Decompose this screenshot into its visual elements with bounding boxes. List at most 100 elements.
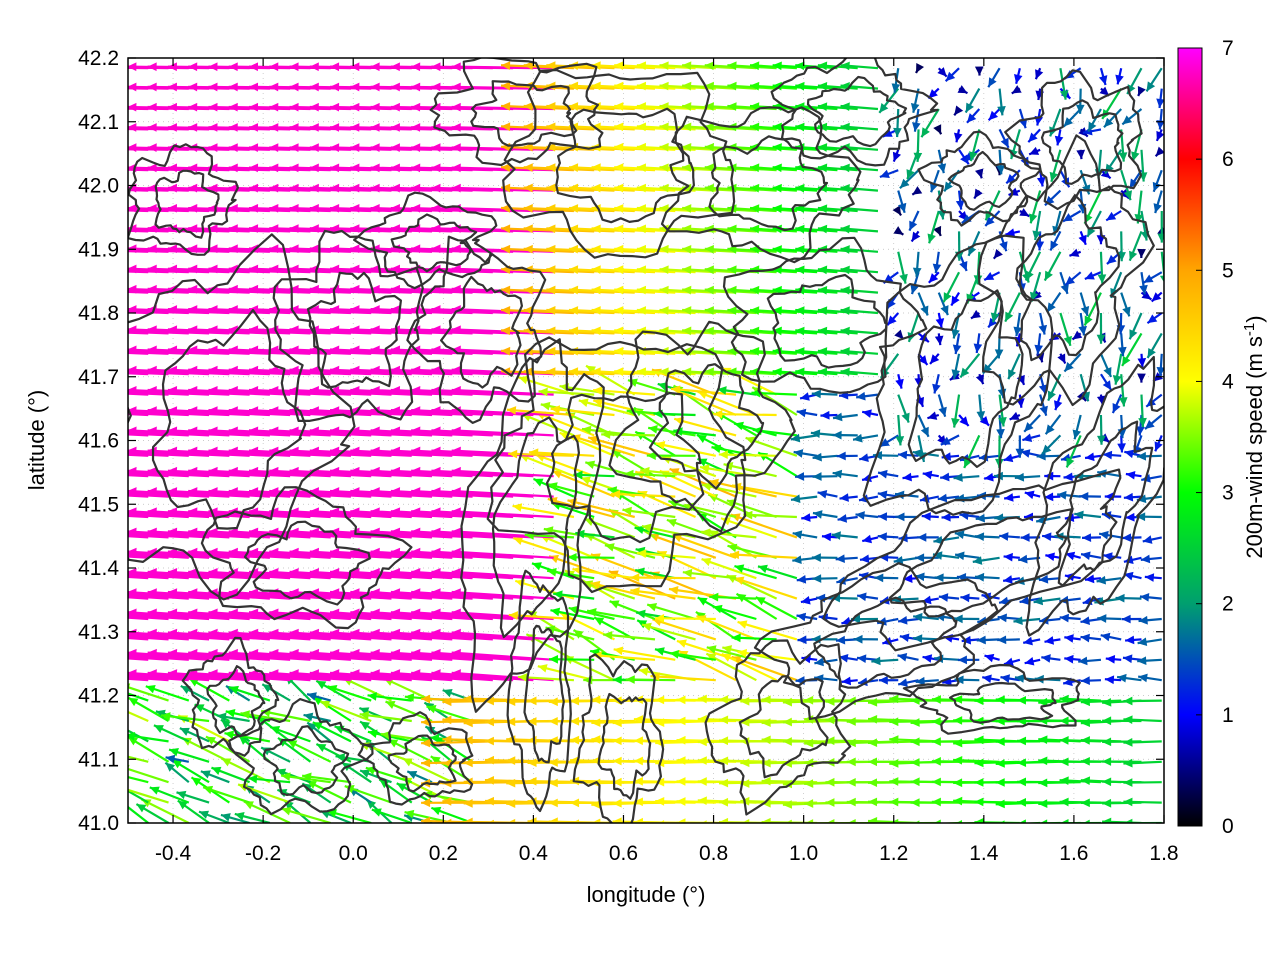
wind-vector — [306, 721, 332, 743]
wind-vector — [1154, 434, 1163, 452]
wind-vector — [228, 608, 331, 621]
contour-line — [977, 134, 1155, 407]
wind-vector — [1140, 290, 1153, 301]
wind-vector — [1146, 332, 1163, 359]
wind-vector — [1079, 292, 1090, 317]
wind-vector — [1018, 554, 1041, 564]
wind-vector — [1074, 510, 1102, 520]
wind-vector — [1123, 818, 1162, 823]
wind-vector — [1137, 373, 1146, 383]
wind-vector — [1097, 251, 1107, 284]
wind-vector — [1064, 634, 1081, 643]
wind-vector — [973, 333, 983, 354]
y-tick-label: 41.4 — [78, 557, 119, 580]
wind-vector — [248, 568, 352, 580]
wind-vector — [897, 616, 919, 625]
wind-vector — [1120, 292, 1131, 317]
wind-vector — [1083, 819, 1122, 823]
wind-vector — [772, 306, 818, 315]
wind-vector — [128, 615, 169, 621]
wind-vector — [957, 85, 968, 95]
wind-vector — [228, 527, 331, 539]
wind-vector — [793, 449, 818, 458]
wind-vector — [1059, 271, 1069, 295]
wind-vector — [713, 409, 777, 419]
wind-vector — [1005, 228, 1021, 237]
wind-vector — [956, 819, 1000, 823]
wind-vector — [329, 608, 433, 621]
wind-vector — [1100, 632, 1122, 642]
wind-vector — [248, 527, 352, 539]
wind-vector — [912, 108, 921, 132]
wind-vector — [128, 655, 169, 661]
wind-vector — [999, 532, 1020, 541]
contour-line — [597, 692, 652, 800]
wind-vector — [1022, 433, 1041, 442]
x-tick-label: -0.2 — [245, 842, 281, 865]
wind-vector — [973, 188, 983, 200]
wind-vector — [911, 186, 923, 196]
wind-vector — [208, 527, 311, 539]
wind-vector — [451, 123, 554, 132]
wind-vector — [160, 712, 210, 723]
wind-vector — [1053, 394, 1063, 411]
wind-vector — [928, 271, 940, 284]
contour-line — [406, 235, 547, 424]
wind-vector — [795, 81, 838, 91]
wind-vector — [934, 573, 960, 583]
wind-vector — [396, 782, 433, 804]
wind-vector — [280, 772, 331, 784]
wind-vector — [859, 554, 879, 564]
wind-vector — [128, 636, 149, 641]
wind-vector — [529, 448, 595, 458]
wind-vector — [269, 648, 372, 661]
wind-vector — [573, 470, 615, 480]
wind-vector — [1116, 673, 1142, 683]
wind-vector — [852, 433, 879, 443]
wind-vector — [795, 326, 838, 336]
wind-vector — [749, 224, 797, 234]
wind-vector — [727, 61, 777, 71]
wind-vector — [727, 81, 777, 91]
wind-vector — [188, 669, 291, 682]
wind-vector — [1059, 694, 1101, 704]
wind-vector — [613, 646, 676, 661]
wind-vector — [646, 451, 696, 460]
wind-vector — [390, 608, 493, 621]
wind-vector — [147, 527, 250, 539]
wind-vector — [958, 414, 970, 427]
wind-vector — [512, 536, 575, 559]
wind-vector — [850, 614, 878, 624]
colorbar-tick-label: 5 — [1222, 259, 1234, 282]
wind-vector — [932, 819, 980, 823]
wind-vector — [431, 487, 534, 498]
wind-vector — [840, 347, 879, 356]
wind-vector — [538, 387, 595, 397]
wind-vector — [228, 547, 331, 559]
wind-vector — [506, 818, 574, 823]
wind-vector — [897, 251, 908, 284]
wind-vector — [983, 271, 1001, 281]
contour-line — [353, 191, 498, 290]
wind-vector — [757, 564, 798, 580]
wind-vector — [727, 224, 777, 234]
wind-vector — [312, 721, 352, 743]
wind-vector — [975, 373, 985, 385]
wind-vector — [234, 812, 271, 823]
wind-vector — [712, 604, 757, 621]
wind-vector — [817, 347, 858, 356]
wind-vector — [128, 527, 230, 539]
wind-vector — [128, 597, 129, 599]
contour-line — [390, 213, 478, 273]
y-tick-label: 42.2 — [78, 47, 119, 70]
wind-vector — [804, 819, 858, 823]
wind-vector — [431, 527, 534, 539]
wind-vector — [734, 576, 798, 600]
wind-vector — [886, 312, 900, 326]
wind-vector — [188, 588, 291, 600]
wind-vector — [1003, 657, 1021, 666]
wind-vector — [1034, 333, 1044, 355]
wind-vector — [1115, 593, 1142, 603]
wind-vector — [590, 580, 656, 600]
wind-vector — [959, 353, 981, 379]
